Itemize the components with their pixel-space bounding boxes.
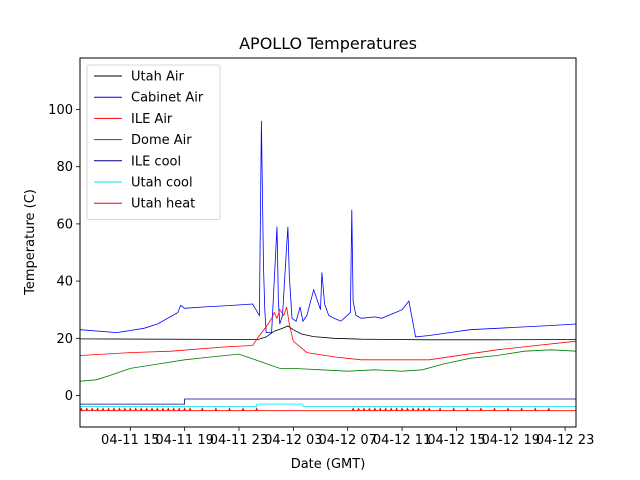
y-tick-label: 20 xyxy=(56,332,73,347)
utah-heat-marker xyxy=(118,407,121,411)
utah-heat-marker xyxy=(90,407,94,411)
utah-heat-marker xyxy=(520,407,523,411)
utah-heat-marker xyxy=(493,407,496,411)
utah-heat-marker xyxy=(465,407,469,411)
utah-heat-marker xyxy=(228,407,231,411)
y-tick-label: 40 xyxy=(56,275,73,290)
utah-heat-marker xyxy=(161,407,165,411)
legend: Utah Air Cabinet Air ILE Air Dome Air ILE co… xyxy=(86,64,221,220)
legend-label-utah-heat: Utah heat xyxy=(131,197,195,212)
utah-heat-marker xyxy=(384,407,388,411)
utah-heat-marker xyxy=(395,407,398,411)
legend-label-dome-air: Dome Air xyxy=(131,133,192,148)
utah-heat-marker xyxy=(172,407,176,411)
utah-heat-marker xyxy=(150,407,154,411)
utah-heat-marker xyxy=(479,407,483,411)
x-tick-label: 04-11 19 xyxy=(155,433,213,448)
utah-heat-marker xyxy=(214,407,218,411)
series-line-cabinet-air xyxy=(80,120,576,338)
x-tick-label: 04-11 15 xyxy=(101,433,159,448)
legend-label-utah-cool: Utah cool xyxy=(131,176,193,191)
x-axis-title: Date (GMT) xyxy=(291,457,366,472)
y-axis-ticks: 0 20 40 60 80 100 xyxy=(48,103,80,404)
utah-heat-marker xyxy=(107,407,110,411)
utah-heat-marker xyxy=(96,407,99,411)
utah-heat-marker xyxy=(411,407,415,411)
utah-heat-marker xyxy=(139,407,143,411)
series-line-utah-cool xyxy=(80,403,576,407)
y-tick-label: 80 xyxy=(56,160,73,175)
series-layer xyxy=(80,120,576,412)
utah-heat-marker xyxy=(123,407,127,411)
utah-heat-marker xyxy=(533,407,537,411)
utah-heat-marker xyxy=(112,407,116,411)
y-tick-label: 100 xyxy=(48,103,73,118)
utah-heat-marker xyxy=(201,407,204,411)
x-tick-label: 04-12 03 xyxy=(264,433,322,448)
utah-heat-marker xyxy=(188,407,192,411)
utah-heat-marker xyxy=(255,407,258,411)
utah-heat-marker xyxy=(134,407,138,411)
utah-heat-marker xyxy=(156,407,159,411)
utah-heat-marker xyxy=(128,407,132,411)
utah-heat-marker xyxy=(427,407,431,411)
utah-heat-marker xyxy=(389,407,393,411)
x-tick-label: 04-12 11 xyxy=(373,433,431,448)
utah-heat-marker xyxy=(438,407,442,411)
utah-heat-marker xyxy=(406,407,409,411)
series-line-utah-air xyxy=(80,325,576,341)
utah-heat-marker xyxy=(368,407,371,411)
utah-heat-marker xyxy=(145,407,148,411)
chart-title: APOLLO Temperatures xyxy=(239,34,417,53)
y-tick-label: 0 xyxy=(65,389,73,404)
utah-heat-marker xyxy=(167,407,170,411)
series-line-dome-air xyxy=(80,349,576,382)
utah-heat-marker xyxy=(547,407,551,411)
utah-heat-marker xyxy=(85,407,89,411)
utah-heat-marker xyxy=(400,407,404,411)
utah-heat-marker xyxy=(506,407,510,411)
utah-heat-marker xyxy=(422,407,426,411)
utah-heat-marker xyxy=(177,407,181,411)
plot-frame xyxy=(79,57,577,428)
utah-heat-marker xyxy=(357,407,360,411)
utah-heat-marker xyxy=(183,407,186,411)
utah-heat-marker xyxy=(417,407,420,411)
utah-heat-marker xyxy=(362,407,366,411)
legend-label-ile-air: ILE Air xyxy=(131,112,173,127)
utah-heat-marker xyxy=(80,407,83,411)
utah-heat-marker xyxy=(379,407,382,411)
legend-label-ile-cool: ILE cool xyxy=(131,154,181,169)
utah-heat-marker xyxy=(373,407,377,411)
x-tick-label: 04-12 23 xyxy=(536,433,594,448)
series-line-ile-cool xyxy=(80,398,576,405)
legend-box xyxy=(86,64,221,220)
y-tick-label: 60 xyxy=(56,217,73,232)
utah-heat-marker xyxy=(452,407,455,411)
utah-heat-marker xyxy=(351,407,355,411)
x-tick-label: 04-12 15 xyxy=(427,433,485,448)
x-tick-label: 04-11 23 xyxy=(210,433,268,448)
legend-label-utah-air: Utah Air xyxy=(131,70,184,85)
series-line-ile-air xyxy=(80,306,576,361)
utah-heat-marker xyxy=(241,407,245,411)
x-tick-label: 04-12 07 xyxy=(318,433,376,448)
y-axis-title: Temperature (C) xyxy=(23,189,38,296)
legend-label-cabinet-air: Cabinet Air xyxy=(131,91,204,106)
utah-heat-marker xyxy=(101,407,105,411)
x-tick-label: 04-12 19 xyxy=(482,433,540,448)
